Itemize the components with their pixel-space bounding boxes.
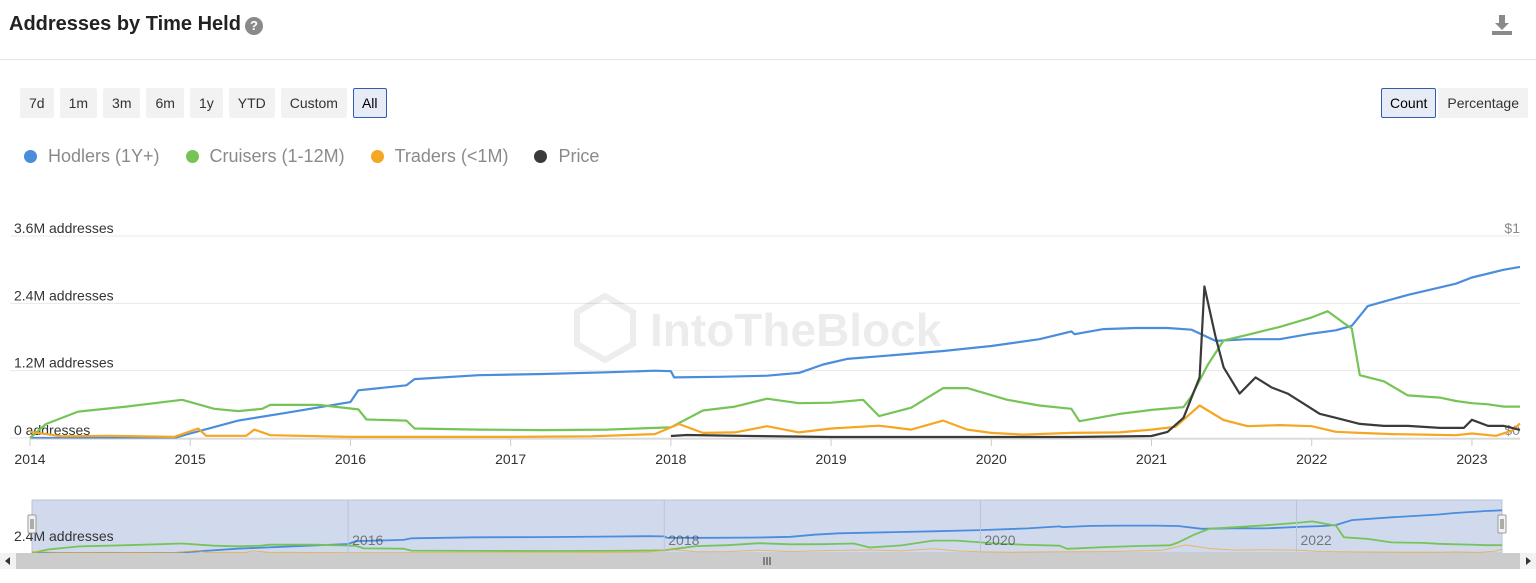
legend-item[interactable]: Price	[534, 146, 599, 167]
watermark-text: IntoTheBlock	[650, 304, 942, 356]
series-line-2	[29, 404, 1521, 438]
x-tick-label: 2018	[655, 451, 686, 467]
watermark: IntoTheBlock	[574, 292, 942, 364]
series-line-3	[670, 285, 1521, 439]
chart-header: Addresses by Time Held ?	[0, 0, 1536, 60]
range-button-ytd[interactable]: YTD	[228, 88, 275, 118]
legend-label: Hodlers (1Y+)	[48, 146, 160, 166]
range-button-6m[interactable]: 6m	[146, 88, 184, 118]
legend-marker	[370, 150, 384, 163]
navigator-series-0	[32, 509, 1503, 554]
legend-item[interactable]: Traders (<1M)	[370, 146, 509, 167]
watermark-logo-icon	[574, 292, 636, 364]
y-tick-label: 1.2M addresses	[14, 355, 114, 371]
legend-marker	[24, 150, 37, 163]
x-tick-label: 2016	[335, 451, 366, 467]
legend: Hodlers (1Y+) Cruisers (1-12M) Traders (<1…	[24, 146, 625, 167]
y-tick-label: 2.4M addresses	[14, 287, 114, 303]
navigator-x-label: 2022	[1301, 532, 1332, 548]
range-button-1y[interactable]: 1y	[189, 88, 223, 118]
y-tick-label: 3.6M addresses	[14, 220, 114, 236]
x-tick-label: 2022	[1296, 451, 1327, 467]
legend-item[interactable]: Cruisers (1-12M)	[185, 146, 345, 167]
navigator-x-label: 2018	[668, 532, 699, 548]
range-button-all[interactable]: All	[352, 88, 387, 118]
range-selector: 7d 1m 3m 6m 1y YTD Custom All	[20, 88, 387, 118]
mode-button-count[interactable]: Count	[1381, 88, 1437, 118]
x-tick-label: 2017	[495, 451, 526, 467]
mode-button-percentage[interactable]: Percentage	[1438, 88, 1528, 118]
x-tick-label: 2015	[175, 451, 206, 467]
series-line-1	[29, 310, 1520, 439]
x-tick-label: 2014	[14, 451, 45, 467]
scroll-right-icon[interactable]	[1526, 557, 1531, 565]
legend-marker	[185, 150, 199, 163]
y-right-tick-label: $1	[1504, 220, 1520, 236]
range-button-3m[interactable]: 3m	[103, 88, 141, 118]
range-button-7d[interactable]: 7d	[20, 88, 54, 118]
navigator-left-handle[interactable]	[27, 514, 37, 534]
navigator-y-label: 2.4M addresses	[14, 528, 114, 544]
navigator-series-1	[31, 520, 1502, 554]
download-icon[interactable]	[1490, 13, 1514, 37]
page-title: Addresses by Time Held	[9, 13, 241, 35]
navigator-right-handle[interactable]	[1497, 514, 1507, 534]
x-tick-label: 2020	[976, 451, 1007, 467]
scrollbar-thumb[interactable]	[16, 553, 1520, 569]
mode-selector: Count Percentage	[1381, 88, 1528, 118]
x-tick-label: 2021	[1136, 451, 1167, 467]
range-button-1m[interactable]: 1m	[59, 88, 98, 118]
navigator-x-label: 2016	[352, 532, 383, 548]
legend-marker	[534, 150, 548, 163]
legend-label: Traders (<1M)	[394, 146, 509, 166]
scroll-left-icon[interactable]	[5, 557, 10, 565]
x-tick-label: 2019	[815, 451, 846, 467]
navigator-x-label: 2020	[984, 532, 1015, 548]
navigator[interactable]: 2.4M addresses 2016 2018 2020 2022	[0, 495, 1536, 583]
legend-label: Cruisers (1-12M)	[209, 146, 345, 166]
legend-label: Price	[558, 146, 600, 166]
navigator-series-2	[31, 544, 1503, 554]
range-button-custom[interactable]: Custom	[280, 88, 347, 118]
help-icon[interactable]: ?	[245, 17, 263, 35]
x-tick-label: 2023	[1456, 451, 1487, 467]
series-line-0	[30, 265, 1521, 440]
legend-item[interactable]: Hodlers (1Y+)	[24, 146, 160, 167]
